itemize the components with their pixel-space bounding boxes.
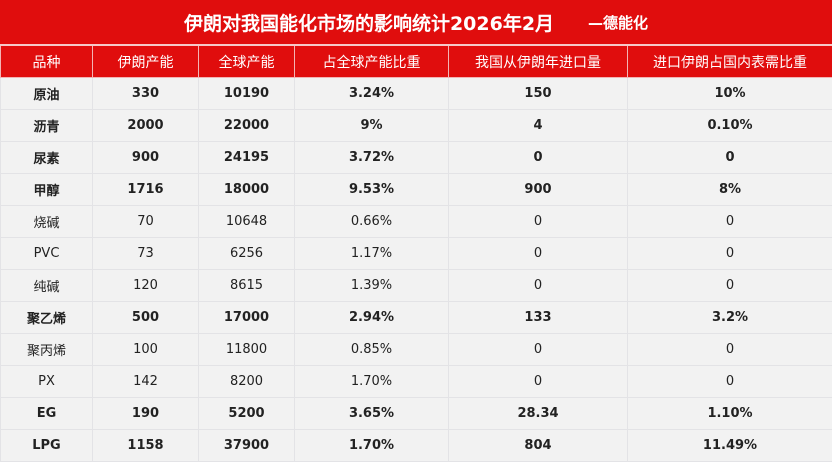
table-cell: PX — [1, 366, 93, 398]
table-cell: 纯碱 — [1, 270, 93, 302]
table-cell: 0 — [449, 238, 628, 270]
table-cell: 0 — [628, 238, 832, 270]
table-cell: 1.39% — [295, 270, 449, 302]
table-cell: 2.94% — [295, 302, 449, 334]
table-cell: 0 — [449, 270, 628, 302]
table-cell: 0 — [449, 206, 628, 238]
table-cell: 900 — [93, 142, 199, 174]
column-header: 占全球产能比重 — [295, 45, 449, 78]
table-cell: 142 — [93, 366, 199, 398]
table-cell: 原油 — [1, 78, 93, 110]
table-cell: 11.49% — [628, 430, 832, 462]
table-cell: 聚丙烯 — [1, 334, 93, 366]
table-cell: 17000 — [199, 302, 295, 334]
table-cell: 0 — [449, 334, 628, 366]
table-cell: 133 — [449, 302, 628, 334]
table-cell: 1158 — [93, 430, 199, 462]
table-cell: 0.85% — [295, 334, 449, 366]
table-cell: 4 — [449, 110, 628, 142]
table-cell: 0.66% — [295, 206, 449, 238]
table-cell: 900 — [449, 174, 628, 206]
table-cell: 1716 — [93, 174, 199, 206]
table-cell: 22000 — [199, 110, 295, 142]
table-cell: 6256 — [199, 238, 295, 270]
table-cell: 0 — [628, 366, 832, 398]
table-title-bar: 伊朗对我国能化市场的影响统计2026年2月 —德能化 — [0, 0, 832, 44]
table-cell: 沥青 — [1, 110, 93, 142]
column-header: 全球产能 — [199, 45, 295, 78]
table-cell: 100 — [93, 334, 199, 366]
table-cell: 500 — [93, 302, 199, 334]
column-header: 进口伊朗占国内表需比重 — [628, 45, 832, 78]
table-cell: 0 — [628, 334, 832, 366]
table-cell: 8200 — [199, 366, 295, 398]
table-cell: 10% — [628, 78, 832, 110]
column-header: 伊朗产能 — [93, 45, 199, 78]
table-cell: 1.70% — [295, 430, 449, 462]
table-cell: 0 — [449, 366, 628, 398]
table-cell: 10648 — [199, 206, 295, 238]
table-cell: 2000 — [93, 110, 199, 142]
table-cell: 120 — [93, 270, 199, 302]
table-cell: 73 — [93, 238, 199, 270]
table-cell: 烧碱 — [1, 206, 93, 238]
table-cell: 10190 — [199, 78, 295, 110]
table-cell: 3.72% — [295, 142, 449, 174]
column-header: 我国从伊朗年进口量 — [449, 45, 628, 78]
table-cell: 1.70% — [295, 366, 449, 398]
table-cell: 37900 — [199, 430, 295, 462]
table-cell: 0 — [628, 206, 832, 238]
table-cell: 0 — [628, 142, 832, 174]
table-cell: 聚乙烯 — [1, 302, 93, 334]
table-cell: 0.10% — [628, 110, 832, 142]
table-cell: LPG — [1, 430, 93, 462]
table-cell: 1.10% — [628, 398, 832, 430]
table-cell: 804 — [449, 430, 628, 462]
data-table: 品种伊朗产能全球产能占全球产能比重我国从伊朗年进口量进口伊朗占国内表需比重 原油… — [0, 44, 832, 462]
table-cell: EG — [1, 398, 93, 430]
table-cell: 3.2% — [628, 302, 832, 334]
table-cell: 0 — [628, 270, 832, 302]
table-cell: 8% — [628, 174, 832, 206]
table-cell: 9% — [295, 110, 449, 142]
header-row: 品种伊朗产能全球产能占全球产能比重我国从伊朗年进口量进口伊朗占国内表需比重 — [1, 45, 832, 78]
table-cell: 8615 — [199, 270, 295, 302]
table-cell: 18000 — [199, 174, 295, 206]
column-header: 品种 — [1, 45, 93, 78]
table-cell: 24195 — [199, 142, 295, 174]
table-cell: 甲醇 — [1, 174, 93, 206]
source-label: —德能化 — [588, 12, 648, 33]
table-cell: 190 — [93, 398, 199, 430]
table-cell: 11800 — [199, 334, 295, 366]
table-cell: 330 — [93, 78, 199, 110]
table-cell: 3.65% — [295, 398, 449, 430]
table-cell: 5200 — [199, 398, 295, 430]
table-cell: 3.24% — [295, 78, 449, 110]
table-cell: 9.53% — [295, 174, 449, 206]
table-cell: 150 — [449, 78, 628, 110]
table-cell: 70 — [93, 206, 199, 238]
table-cell: PVC — [1, 238, 93, 270]
table-title: 伊朗对我国能化市场的影响统计2026年2月 — [184, 9, 554, 36]
table-cell: 1.17% — [295, 238, 449, 270]
table-cell: 0 — [449, 142, 628, 174]
table-cell: 尿素 — [1, 142, 93, 174]
table-cell: 28.34 — [449, 398, 628, 430]
